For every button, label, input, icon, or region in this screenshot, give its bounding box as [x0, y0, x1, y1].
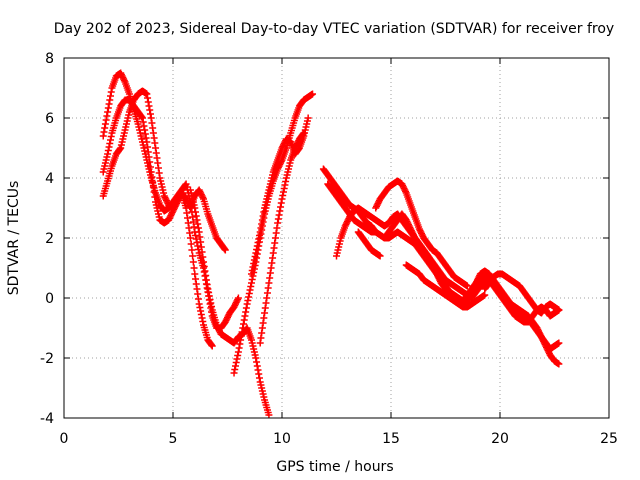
series-track-12 [354, 228, 384, 260]
series-track-11 [372, 177, 471, 290]
data-point [463, 282, 471, 290]
x-tick-label: 25 [600, 431, 618, 447]
x-tick-label: 0 [60, 431, 69, 447]
x-tick-label: 5 [169, 431, 178, 447]
series-track-7 [256, 129, 308, 347]
data-point [300, 129, 308, 137]
data-point [265, 411, 273, 419]
y-axis-label: SDTVAR / TECUs [6, 181, 22, 296]
data-point [309, 90, 317, 98]
y-tick-label: 6 [45, 111, 54, 127]
y-tick-label: -4 [40, 411, 54, 427]
data-point [304, 114, 312, 122]
data-point [188, 246, 196, 254]
data-point [555, 360, 563, 368]
data-point [481, 291, 489, 299]
x-axis-label: GPS time / hours [276, 459, 393, 475]
axis-ticks: 0 5 10 15 20 25 -4 -2 0 2 4 6 8 [40, 51, 618, 447]
series-track-14 [481, 270, 563, 317]
data-point [234, 294, 242, 302]
data-point [555, 306, 563, 314]
data-point [190, 264, 198, 272]
data-point [555, 339, 563, 347]
data-point [189, 258, 197, 266]
series-track-4 [186, 186, 273, 419]
y-tick-label: 0 [45, 291, 54, 307]
series-track-2 [99, 96, 216, 350]
y-tick-label: 4 [45, 171, 54, 187]
x-tick-label: 15 [382, 431, 400, 447]
y-tick-label: 2 [45, 231, 54, 247]
chart-title: Day 202 of 2023, Sidereal Day-to-day VTE… [54, 21, 614, 37]
y-tick-label: 8 [45, 51, 54, 67]
data-points [99, 69, 563, 419]
data-point [376, 252, 384, 260]
data-point [186, 234, 194, 242]
data-point [221, 246, 229, 254]
data-point [187, 240, 195, 248]
series-track-13 [402, 261, 489, 311]
y-tick-label: -2 [40, 351, 54, 367]
series-track-1 [99, 69, 242, 332]
x-tick-label: 20 [491, 431, 509, 447]
data-point [208, 342, 216, 350]
series-track-9 [324, 180, 563, 353]
series-track-10 [333, 204, 563, 326]
x-tick-label: 10 [273, 431, 291, 447]
data-point [189, 252, 197, 260]
